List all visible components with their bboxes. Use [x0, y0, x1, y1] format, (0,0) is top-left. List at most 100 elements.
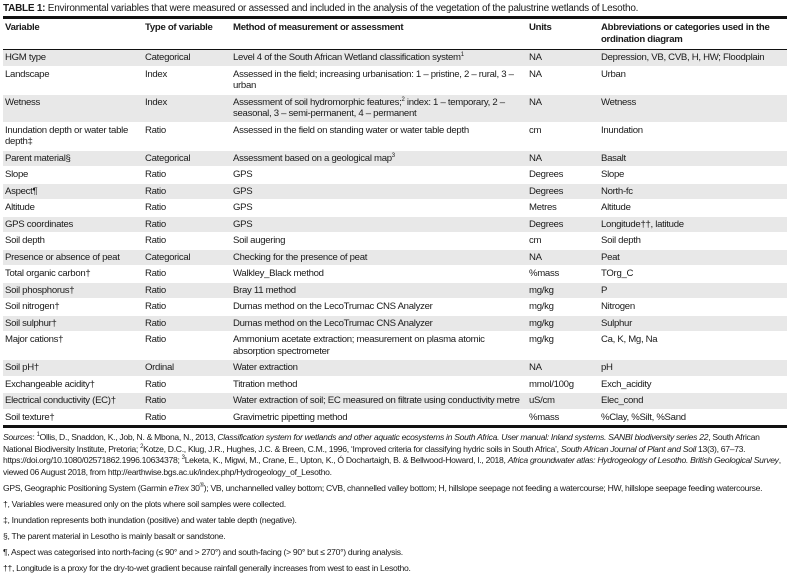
- cell-abbreviation: %Clay, %Silt, %Sand: [601, 411, 686, 423]
- cell-variable: GPS coordinates: [5, 218, 74, 230]
- method-text: Soil augering: [233, 235, 286, 246]
- cell-units: mg/kg: [529, 301, 554, 312]
- note-text: ®: [199, 482, 204, 489]
- cell-type: Ratio: [145, 317, 166, 329]
- header-method: Method of measurement or assessment: [233, 22, 404, 33]
- cell-units: mg/kg: [529, 284, 554, 296]
- cell-abbreviation: Peat: [601, 251, 620, 263]
- cell-abbreviation: Inundation: [601, 124, 643, 136]
- cell-type: Ratio: [145, 284, 166, 296]
- cell-variable: Soil pH†: [5, 362, 39, 373]
- cell-method: GPS: [231, 200, 527, 217]
- cell-type: Ratio: [145, 395, 166, 406]
- header-variable: Variable: [5, 22, 40, 33]
- cell-abbreviation: Longitude††, latitude: [601, 218, 684, 230]
- note-text: , South African National Biodiversity In…: [3, 432, 760, 454]
- note-text: 3: [181, 455, 185, 462]
- cell-method: Dumas method on the LecoTrumac CNS Analy…: [231, 315, 527, 332]
- method-text: Checking for the presence of peat: [233, 251, 368, 263]
- cell-type: Ratio: [145, 235, 166, 246]
- cell-method: Walkley_Black method: [231, 266, 527, 283]
- cell-abbreviation: Nitrogen: [601, 301, 635, 312]
- note-text: South African Journal of Plant and Soil: [560, 443, 696, 454]
- cell-method: Assessed in the field on standing water …: [231, 122, 527, 150]
- cell-type: Ratio: [145, 124, 166, 136]
- cell-method: Assessed in the field; increasing urbani…: [231, 66, 527, 94]
- cell-variable: Major cations†: [5, 334, 64, 345]
- header-row: Variable Type of variable Method of meas…: [3, 17, 787, 50]
- table-row: Aspect¶ Ratio GPS Degrees North-fc: [3, 183, 787, 200]
- cell-method: Water extraction of soil; EC measured on…: [231, 393, 527, 410]
- note-text: ); VB, unchannelled valley bottom; CVB, …: [203, 482, 763, 493]
- cell-type: Ratio: [145, 378, 166, 390]
- method-text: Dumas method on the LecoTrumac CNS Analy…: [233, 301, 433, 312]
- cell-variable: Altitude: [5, 202, 35, 213]
- cell-variable: Wetness: [5, 96, 41, 108]
- method-text: Bray 11 method: [233, 284, 296, 296]
- cell-units: Degrees: [529, 169, 564, 180]
- note-text: 1: [36, 432, 40, 438]
- cell-type: Index: [145, 96, 167, 108]
- cell-method: Assessment based on a geological map3: [231, 150, 527, 167]
- method-text: GPS: [233, 202, 253, 213]
- cell-method: Checking for the presence of peat: [231, 249, 527, 266]
- cell-type: Ratio: [145, 411, 166, 423]
- cell-variable: Total organic carbon†: [5, 268, 91, 279]
- cell-abbreviation: Ca, K, Mg, Na: [601, 334, 658, 345]
- cell-abbreviation: Slope: [601, 169, 625, 180]
- method-text: Assessed in the field; increasing urbani…: [233, 68, 514, 92]
- cell-abbreviation: P: [601, 284, 608, 296]
- cell-method: Titration method: [231, 376, 527, 393]
- cell-units: Degrees: [529, 218, 564, 230]
- note-text: 13(3), 67–73. https://doi.org/10.1080/02…: [3, 443, 746, 466]
- cell-method: Soil augering: [231, 233, 527, 250]
- cell-variable: Soil nitrogen†: [5, 301, 60, 312]
- note-text: Ollis, D., Snaddon, K., Job, N. & Mbona,…: [39, 432, 218, 442]
- caption-text: Environmental variables that were measur…: [45, 3, 639, 14]
- cell-abbreviation: pH: [601, 362, 613, 373]
- table-row: Electrical conductivity (EC)† Ratio Water …: [3, 392, 787, 410]
- table-row: Wetness Index Assessment of soil hydromorp…: [3, 94, 787, 122]
- cell-abbreviation: North-fc: [601, 185, 633, 197]
- note-text: , viewed 06 August 2018, from http://ear…: [3, 455, 781, 477]
- note-text: Classification system for wetlands and o…: [217, 432, 709, 442]
- method-text: Walkley_Black method: [233, 268, 324, 279]
- cell-abbreviation: Exch_acidity: [601, 378, 652, 390]
- cell-method: GPS: [231, 167, 527, 184]
- cell-variable: Slope: [5, 169, 29, 180]
- cell-units: NA: [529, 362, 542, 373]
- cell-abbreviation: TOrg_C: [601, 268, 634, 279]
- table-row: Parent material§ Categorical Assessment ba…: [3, 150, 787, 167]
- cell-variable: HGM type: [5, 52, 46, 63]
- cell-variable: Landscape: [5, 68, 50, 80]
- cell-type: Ratio: [145, 169, 166, 180]
- cell-units: Metres: [529, 202, 557, 213]
- table-row: Inundation depth or water table depth‡ Ra…: [3, 122, 787, 150]
- note-text: 2: [140, 443, 144, 450]
- header-units: Units: [529, 22, 552, 33]
- note-text: 30: [188, 482, 200, 493]
- cell-type: Ordinal: [145, 362, 174, 373]
- table-row: Soil depth Ratio Soil augering cm Soil depth: [3, 233, 787, 250]
- cell-variable: Electrical conductivity (EC)†: [5, 395, 116, 406]
- reference-superscript: 1: [460, 52, 464, 58]
- method-text: Water extraction of soil; EC measured on…: [233, 395, 520, 406]
- caption-label: TABLE 1:: [3, 3, 46, 14]
- cell-variable: Inundation depth or water table depth‡: [5, 124, 128, 148]
- footnote: †, Variables were measured only on the p…: [3, 498, 286, 509]
- table-row: HGM type Categorical Level 4 of the South …: [3, 49, 787, 67]
- method-text: Dumas method on the LecoTrumac CNS Analy…: [233, 317, 433, 329]
- footnote: ¶, Aspect was categorised into north-fac…: [3, 547, 403, 558]
- cell-method: GPS: [231, 183, 527, 200]
- cell-method: Level 4 of the South African Wetland cla…: [231, 50, 527, 67]
- note-text: GPS, Geographic Positioning System (Garm…: [3, 482, 169, 493]
- cell-method: Bray 11 method: [231, 282, 527, 299]
- method-text: Assessment of soil hydromorphic features…: [233, 96, 402, 108]
- cell-abbreviation: Sulphur: [601, 317, 632, 329]
- cell-abbreviation: Urban: [601, 68, 626, 80]
- header-type: Type of variable: [145, 22, 213, 33]
- table-row: Major cations† Ratio Ammonium acetate extr…: [3, 332, 787, 360]
- table-row: Total organic carbon† Ratio Walkley_Black …: [3, 266, 787, 283]
- cell-abbreviation: Wetness: [601, 96, 637, 108]
- cell-type: Ratio: [145, 301, 166, 312]
